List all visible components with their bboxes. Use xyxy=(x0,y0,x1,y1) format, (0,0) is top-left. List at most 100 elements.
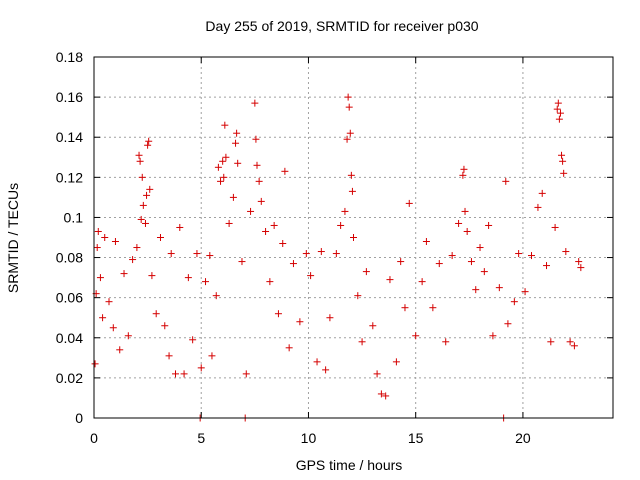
data-point xyxy=(165,352,173,360)
data-point xyxy=(116,346,124,354)
data-point xyxy=(348,187,356,195)
data-point xyxy=(476,244,484,252)
data-point xyxy=(448,252,456,260)
data-point xyxy=(502,177,510,185)
y-tick-label: 0.16 xyxy=(56,89,83,105)
data-point xyxy=(252,135,260,143)
data-point xyxy=(350,234,357,241)
data-point xyxy=(547,338,555,346)
data-point xyxy=(332,250,340,258)
data-point xyxy=(197,364,205,372)
data-point xyxy=(455,219,463,227)
data-point xyxy=(285,344,293,352)
data-point xyxy=(405,199,413,207)
data-point xyxy=(105,298,113,306)
data-point xyxy=(225,219,233,227)
data-point xyxy=(94,227,102,235)
x-tick-label: 15 xyxy=(408,430,424,446)
chart-title: Day 255 of 2019, SRMTID for receiver p03… xyxy=(205,18,478,34)
data-point xyxy=(485,221,493,229)
data-point xyxy=(302,250,310,258)
data-point xyxy=(217,177,225,185)
data-point xyxy=(193,250,201,258)
data-point xyxy=(341,207,349,215)
data-point xyxy=(337,221,345,229)
data-point xyxy=(279,240,287,248)
data-point xyxy=(167,250,175,258)
data-point xyxy=(148,272,156,280)
data-point xyxy=(220,173,228,181)
data-point xyxy=(238,258,246,266)
y-tick-label: 0.06 xyxy=(56,290,83,306)
data-point xyxy=(358,338,366,346)
data-point xyxy=(234,159,242,167)
data-point xyxy=(219,157,227,165)
data-point xyxy=(124,332,132,340)
y-tick-label: 0.18 xyxy=(56,49,83,65)
data-point xyxy=(495,284,503,292)
data-point xyxy=(189,336,197,344)
data-point xyxy=(136,157,144,165)
data-point xyxy=(346,129,354,137)
data-point xyxy=(206,252,214,260)
data-point xyxy=(467,258,475,266)
data-point xyxy=(137,215,145,223)
data-point xyxy=(461,207,469,215)
data-point xyxy=(556,109,564,117)
data-point xyxy=(463,227,471,235)
data-point xyxy=(521,288,529,296)
data-point xyxy=(570,342,578,350)
data-point xyxy=(133,244,141,252)
data-point xyxy=(262,227,270,235)
data-point xyxy=(184,274,192,282)
data-point xyxy=(222,153,230,161)
data-point xyxy=(575,258,583,266)
data-point xyxy=(543,262,551,270)
data-point xyxy=(442,338,450,346)
data-point xyxy=(143,191,151,199)
data-point xyxy=(289,260,297,268)
data-point xyxy=(377,390,385,398)
data-points xyxy=(91,93,585,422)
data-point xyxy=(242,370,250,378)
data-point xyxy=(257,197,265,205)
axis-ticks: 0 0.02 0.04 0.06 0.08 0.1 0.12 0.14 0.16 0.18 0 5 10… xyxy=(56,49,613,446)
data-point xyxy=(101,234,109,241)
x-tick-label: 20 xyxy=(515,430,531,446)
data-point xyxy=(392,358,400,366)
x-tick-label: 10 xyxy=(301,430,317,446)
data-point xyxy=(401,304,409,312)
data-point xyxy=(551,223,559,231)
data-point xyxy=(554,99,562,107)
data-point xyxy=(412,332,420,340)
data-point xyxy=(472,286,480,294)
data-point xyxy=(510,298,518,306)
data-point xyxy=(480,268,488,276)
data-point xyxy=(422,238,430,246)
data-point xyxy=(120,270,128,278)
data-point xyxy=(253,161,261,169)
y-tick-label: 0.14 xyxy=(56,129,83,145)
data-point xyxy=(322,366,330,374)
data-point xyxy=(560,169,568,177)
data-point xyxy=(558,151,566,159)
grid-lines xyxy=(94,57,613,418)
data-point xyxy=(354,292,362,300)
data-point xyxy=(562,248,570,256)
data-point xyxy=(504,320,512,328)
y-tick-label: 0.1 xyxy=(64,209,84,225)
data-point xyxy=(221,121,229,129)
data-point xyxy=(161,322,169,330)
data-point xyxy=(397,258,405,266)
y-tick-label: 0.02 xyxy=(56,370,83,386)
data-point xyxy=(386,276,394,284)
data-point xyxy=(296,318,304,326)
data-point xyxy=(534,203,542,211)
data-point xyxy=(91,360,99,368)
data-point xyxy=(176,223,184,231)
data-point xyxy=(214,163,222,171)
data-point xyxy=(270,221,278,229)
x-tick-label: 0 xyxy=(90,430,98,446)
data-point xyxy=(459,171,467,179)
